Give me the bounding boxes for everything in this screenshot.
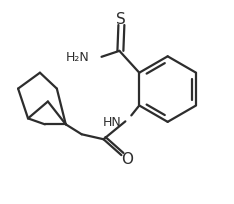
Text: H₂N: H₂N: [66, 51, 90, 64]
Text: O: O: [121, 151, 133, 166]
Text: HN: HN: [103, 115, 121, 128]
Text: S: S: [116, 11, 125, 27]
